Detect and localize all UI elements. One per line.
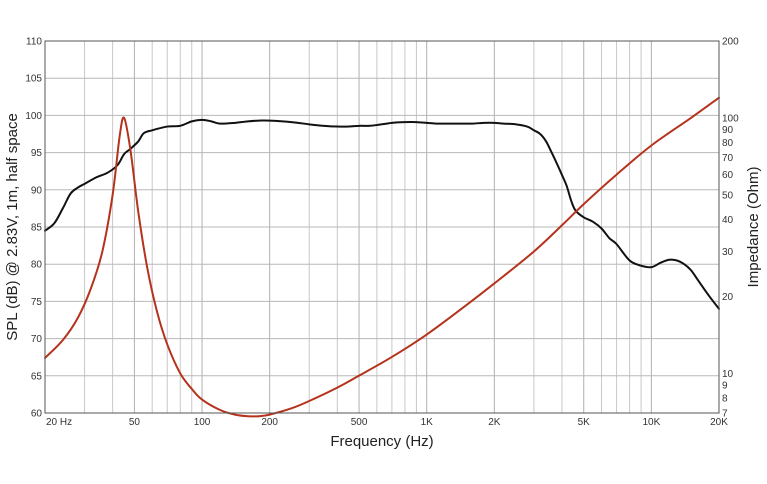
y-right-tick-label: 9 (722, 381, 728, 392)
plot-frame (44, 40, 720, 414)
y-right-tick-label: 20 (722, 292, 734, 303)
x-tick-label: 200 (261, 417, 278, 428)
y-right-tick-label: 60 (722, 170, 734, 181)
y-right-tick-label: 10 (722, 369, 734, 380)
x-tick-labels: 20 Hz 50 100 200 500 1K 2K 5K 10K 20K (46, 417, 728, 428)
series-layer (44, 96, 720, 418)
y-right-tick-label: 200 (722, 37, 739, 48)
y-right-tick-label: 80 (722, 138, 734, 149)
x-tick-label: 100 (194, 417, 211, 428)
y-left-tick-label: 100 (25, 111, 42, 122)
y-right-axis-title: Impedance (Ohm) (745, 167, 762, 288)
x-tick-label: 10K (642, 417, 660, 428)
y-left-axis-title: SPL (dB) @ 2.83V, 1m, half space (4, 113, 21, 341)
y-left-tick-label: 90 (31, 185, 43, 196)
y-left-tick-label: 65 (31, 371, 43, 382)
y-right-tick-label: 8 (722, 394, 728, 405)
x-tick-label: 1K (421, 417, 434, 428)
y-left-tick-label: 105 (25, 74, 42, 85)
grid-lines (45, 41, 719, 413)
y-left-tick-label: 70 (31, 334, 43, 345)
x-tick-label: 50 (129, 417, 141, 428)
x-tick-label: 5K (578, 417, 591, 428)
y-left-tick-label: 85 (31, 223, 43, 234)
y-right-tick-label: 100 (722, 113, 739, 124)
x-tick-label: 500 (351, 417, 368, 428)
y-left-tick-label: 80 (31, 260, 43, 271)
spl-curve (44, 118, 720, 310)
y-left-tick-label: 75 (31, 297, 43, 308)
y-right-tick-label: 40 (722, 215, 734, 226)
y-right-tick-label: 70 (722, 153, 734, 164)
y-right-tick-label: 30 (722, 247, 734, 258)
x-axis-title: Frequency (Hz) (330, 433, 433, 450)
y-right-tick-label: 90 (722, 125, 734, 136)
y-right-tick-label: 50 (722, 190, 734, 201)
impedance-curve (44, 96, 720, 418)
x-tick-label: 2K (488, 417, 501, 428)
y-left-tick-label: 110 (26, 37, 42, 48)
y-left-tick-label: 95 (31, 148, 43, 159)
x-tick-label: 20 Hz (46, 417, 72, 428)
y-right-tick-label: 7 (722, 409, 728, 420)
y-left-tick-labels: 60 65 70 75 80 85 90 95 100 105 110 (25, 37, 42, 420)
x-tick-label: 20K (710, 417, 728, 428)
y-left-tick-label: 60 (31, 409, 43, 420)
